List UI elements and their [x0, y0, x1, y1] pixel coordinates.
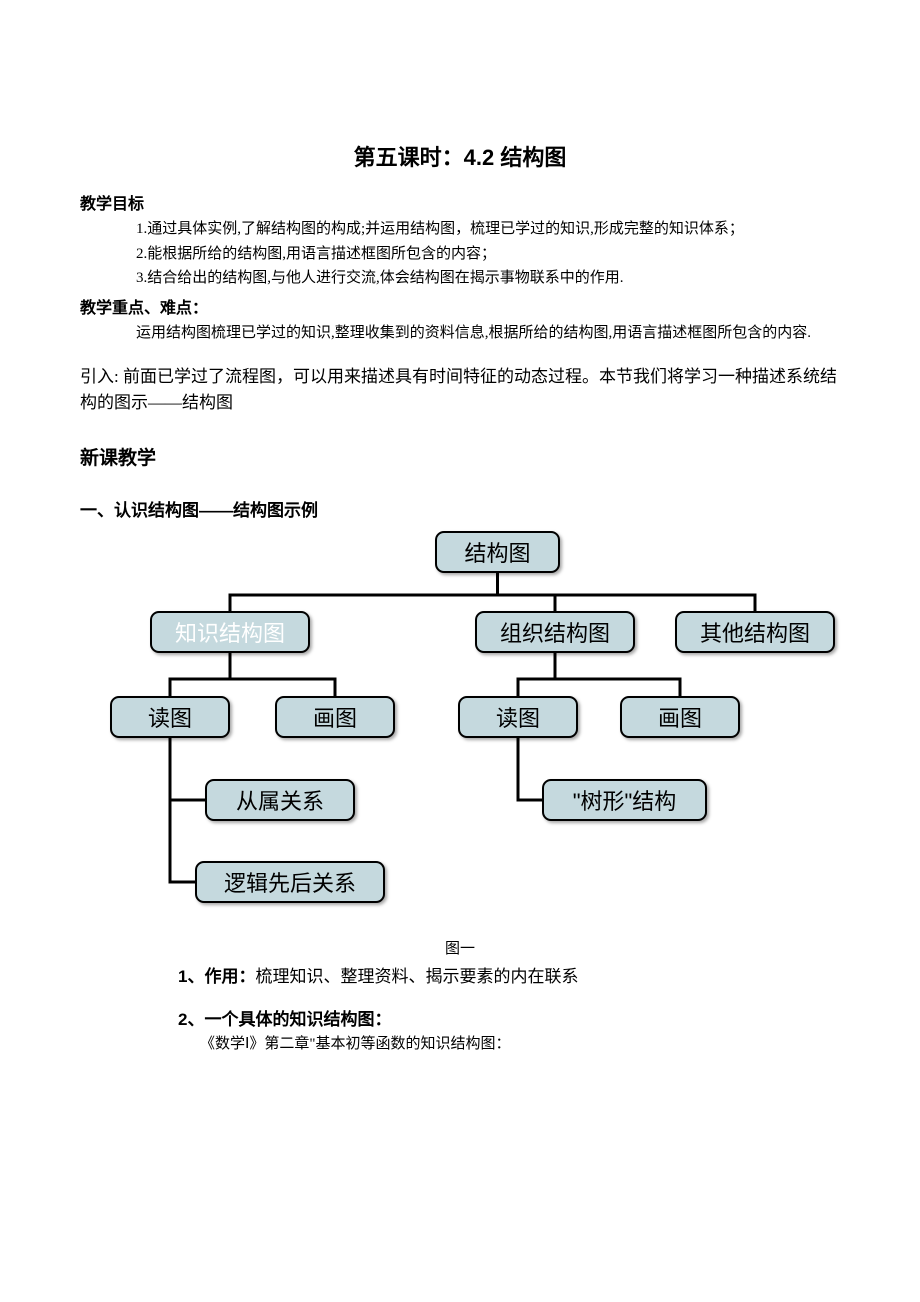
tree-node-r4: 画图	[620, 696, 740, 738]
objective-item-2: 2.能根据所给的结构图,用语言描述框图所包含的内容；	[136, 243, 840, 266]
bullet-1: 1、作用：梳理知识、整理资料、揭示要素的内在联系	[178, 962, 840, 987]
objective-item-3: 3.结合给出的结构图,与他人进行交流,体会结构图在揭示事物联系中的作用.	[136, 267, 840, 290]
section-1-heading: 一、认识结构图——结构图示例	[80, 496, 840, 521]
new-lesson-heading: 新课教学	[80, 443, 840, 470]
bullet-2-note: 《数学Ⅰ》第二章"基本初等函数的知识结构图：	[200, 1032, 840, 1053]
figure-caption: 图一	[80, 937, 840, 958]
tree-node-r1: 读图	[110, 696, 230, 738]
tree-node-r3: 读图	[458, 696, 578, 738]
bullet-2: 2、一个具体的知识结构图：	[178, 1005, 840, 1030]
keypoints-text: 运用结构图梳理已学过的知识,整理收集到的资料信息,根据所给的结构图,用语言描述框…	[136, 322, 840, 345]
objective-item-1: 1.通过具体实例,了解结构图的构成;并运用结构图，梳理已学过的知识,形成完整的知…	[136, 218, 840, 241]
keypoints-heading: 教学重点、难点：	[80, 294, 840, 318]
bullet-1-lead: 1、作用：	[178, 967, 255, 986]
bullet-2-lead: 2、一个具体的知识结构图：	[178, 1010, 391, 1029]
tree-node-leaf2: 逻辑先后关系	[195, 861, 385, 903]
tree-node-k3: 其他结构图	[675, 611, 835, 653]
document-page: 第五课时：4.2 结构图 教学目标 1.通过具体实例,了解结构图的构成;并运用结…	[0, 0, 920, 1302]
tree-node-r2: 画图	[275, 696, 395, 738]
tree-node-leaf1: 从属关系	[205, 779, 355, 821]
intro-text: 引入: 前面已学过了流程图，可以用来描述具有时间特征的动态过程。本节我们将学习一…	[80, 364, 840, 417]
tree-node-k1: 知识结构图	[150, 611, 310, 653]
structure-tree-diagram: 结构图知识结构图组织结构图其他结构图读图画图读图画图从属关系逻辑先后关系"树形"…	[80, 531, 860, 931]
page-title: 第五课时：4.2 结构图	[80, 140, 840, 172]
objectives-heading: 教学目标	[80, 190, 840, 214]
tree-node-root: 结构图	[435, 531, 560, 573]
tree-node-k2: 组织结构图	[475, 611, 635, 653]
bullet-1-rest: 梳理知识、整理资料、揭示要素的内在联系	[255, 967, 578, 986]
tree-node-leaf3: "树形"结构	[542, 779, 707, 821]
